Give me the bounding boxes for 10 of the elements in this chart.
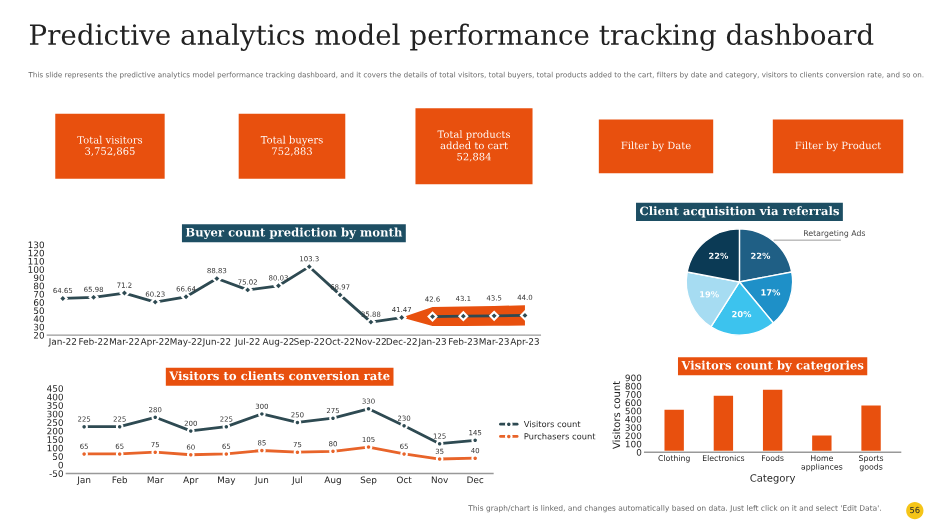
- point: [427, 311, 438, 322]
- point: [458, 311, 469, 322]
- point: [400, 422, 408, 430]
- bar: [661, 406, 687, 453]
- bar: [710, 392, 736, 453]
- bar: [858, 402, 884, 453]
- text: Predictive analytics model performance tracking dashboard: [29, 23, 874, 51]
- bar: [809, 432, 835, 453]
- bar: [760, 387, 786, 453]
- point: [489, 310, 500, 321]
